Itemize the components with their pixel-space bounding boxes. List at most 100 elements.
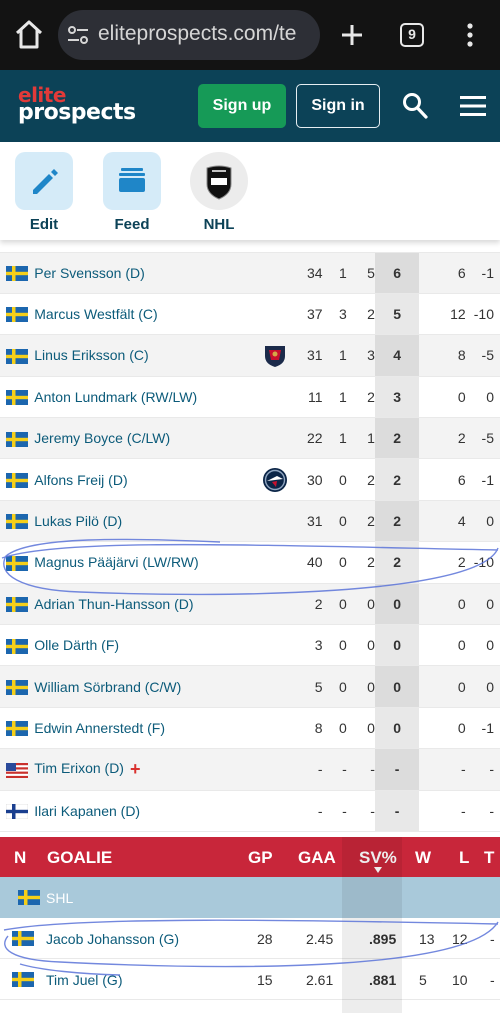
hamburger-menu-icon[interactable]: [460, 96, 486, 116]
skater-row: Adrian Thun-Hansson (D) 2 0 0 0 0 0: [0, 583, 500, 625]
player-link[interactable]: Per Svensson (D): [34, 264, 145, 281]
player-name-cell[interactable]: Lukas Pilö (D): [34, 500, 263, 542]
goals-cell: 0: [338, 637, 347, 654]
goalie-row: Jacob Johansson (G) 28 2.45 .895 13 12 -: [0, 918, 500, 959]
team-logo-cell: [262, 293, 298, 334]
goals-cell: 1: [322, 417, 347, 459]
skater-row: Alfons Freij (D) 30 0 2 2 6 -1: [0, 458, 500, 501]
gp-cell: 11: [308, 388, 323, 405]
player-link[interactable]: Tim Erixon (D): [34, 760, 124, 777]
league-group-row: SHL: [0, 877, 500, 918]
col-w[interactable]: W: [415, 848, 432, 867]
player-name-cell[interactable]: Olle Därth (F): [34, 625, 262, 666]
florida-panthers-logo-icon[interactable]: [262, 342, 288, 368]
assists-cell: 0: [346, 665, 375, 708]
player-link[interactable]: Lukas Pilö (D): [34, 513, 123, 530]
col-gaa[interactable]: GAA: [298, 848, 336, 867]
col-t[interactable]: T: [484, 848, 495, 867]
col-n[interactable]: N: [14, 848, 27, 867]
address-bar[interactable]: eliteprospects.com/te: [58, 10, 320, 60]
team-logo-cell: [262, 625, 298, 666]
plus-minus-cell: -5: [465, 417, 500, 459]
skater-row: Per Svensson (D) 34 1 5 6 6 -1: [0, 252, 500, 294]
feed-shortcut[interactable]: Feed: [102, 152, 162, 233]
sign-in-button[interactable]: Sign in: [296, 84, 380, 128]
player-link[interactable]: Magnus Pääjärvi (LW/RW): [34, 554, 199, 571]
player-link[interactable]: Ilari Kapanen (D): [34, 802, 141, 819]
tab-switcher-button[interactable]: 9: [400, 23, 424, 47]
player-link[interactable]: Olle Därth (F): [34, 637, 120, 654]
player-name-cell[interactable]: Per Svensson (D): [34, 252, 263, 294]
nationality-cell: [0, 707, 34, 748]
player-link[interactable]: Adrian Thun-Hansson (D): [34, 595, 194, 612]
goalie-name-link[interactable]: Tim Juel (G): [46, 972, 123, 988]
pim-cell: 0: [419, 583, 466, 625]
player-name-cell[interactable]: Linus Eriksson (C): [34, 334, 263, 377]
player-name-cell[interactable]: Magnus Pääjärvi (LW/RW): [34, 542, 262, 583]
nhl-tile[interactable]: [190, 152, 248, 210]
player-name-cell[interactable]: William Sörbrand (C/W): [34, 665, 263, 708]
player-name-cell[interactable]: Tim Erixon (D) +: [34, 748, 263, 791]
assists-cell: 0: [367, 637, 375, 654]
player-link[interactable]: Marcus Westfält (C): [34, 306, 158, 323]
player-name-cell[interactable]: Marcus Westfält (C): [34, 293, 262, 334]
player-link[interactable]: Edwin Annerstedt (F): [34, 719, 165, 736]
team-logo-cell: [262, 334, 299, 377]
edit-shortcut[interactable]: Edit: [14, 152, 74, 233]
more-options-icon[interactable]: [458, 20, 482, 50]
goalie-ties-cell: -: [490, 931, 495, 947]
site-settings-icon[interactable]: [66, 24, 90, 46]
team-logo-cell: [262, 376, 298, 417]
gp-cell: 8: [314, 719, 323, 736]
player-link[interactable]: Linus Eriksson (C): [34, 347, 149, 364]
new-tab-icon[interactable]: [338, 20, 366, 50]
sign-up-button[interactable]: Sign up: [198, 84, 286, 128]
flag-icon: [12, 972, 34, 987]
team-logo-cell: [262, 790, 298, 831]
home-icon[interactable]: [14, 18, 44, 52]
goals-cell: -: [342, 802, 347, 819]
assists-cell: 0: [367, 719, 375, 736]
player-name-cell[interactable]: Ilari Kapanen (D): [34, 790, 262, 831]
player-name-cell[interactable]: Alfons Freij (D): [34, 459, 262, 500]
plus-minus-cell: 0: [486, 637, 494, 654]
league-name[interactable]: SHL: [46, 890, 74, 906]
player-name-cell[interactable]: Jeremy Boyce (C/LW): [34, 417, 263, 459]
pim-cell: 0: [457, 637, 466, 654]
player-name-cell[interactable]: Adrian Thun-Hansson (D): [34, 583, 263, 625]
skater-row: William Sörbrand (C/W) 5 0 0 0 0 0: [0, 665, 500, 708]
edit-tile[interactable]: [15, 152, 73, 210]
player-link[interactable]: Anton Lundmark (RW/LW): [34, 388, 198, 405]
flag-icon: [5, 803, 29, 820]
nhl-shortcut[interactable]: NHL: [189, 152, 249, 233]
plus-minus-cell: 0: [465, 500, 500, 542]
flag-icon: [6, 638, 28, 654]
nationality-cell: [0, 625, 34, 666]
flag-icon: [6, 390, 28, 406]
flag-icon: [6, 473, 28, 489]
player-name-cell[interactable]: Edwin Annerstedt (F): [34, 707, 262, 748]
player-link[interactable]: William Sörbrand (C/W): [34, 678, 182, 695]
goalie-row: Tim Juel (G) 15 2.61 .881 5 10 -: [0, 959, 500, 1000]
goalie-name-link[interactable]: Jacob Johansson (G): [46, 931, 180, 947]
gp-cell: 2: [298, 583, 323, 625]
flag-icon: [6, 431, 28, 447]
logo-line1: elite: [18, 83, 66, 107]
site-logo[interactable]: elite prospects: [18, 83, 136, 124]
feed-tile[interactable]: [103, 152, 161, 210]
gp-cell: 40: [306, 554, 323, 571]
search-icon[interactable]: [402, 92, 428, 120]
plus-minus-cell: -1: [481, 471, 494, 488]
col-sv[interactable]: SV%: [359, 848, 397, 867]
goalie-table-header: N GOALIE GP GAA SV% W L T: [0, 837, 500, 877]
winnipeg-jets-logo-icon[interactable]: [262, 467, 288, 493]
col-goalie[interactable]: GOALIE: [47, 848, 113, 867]
col-gp[interactable]: GP: [248, 848, 273, 867]
skater-row: Tim Erixon (D) + - - - - - -: [0, 748, 500, 791]
feed-icon: [119, 168, 145, 192]
player-link[interactable]: Jeremy Boyce (C/LW): [34, 430, 171, 447]
col-l[interactable]: L: [459, 848, 470, 867]
assists-cell: -: [346, 748, 375, 791]
player-name-cell[interactable]: Anton Lundmark (RW/LW): [34, 376, 262, 417]
player-link[interactable]: Alfons Freij (D): [34, 471, 128, 488]
